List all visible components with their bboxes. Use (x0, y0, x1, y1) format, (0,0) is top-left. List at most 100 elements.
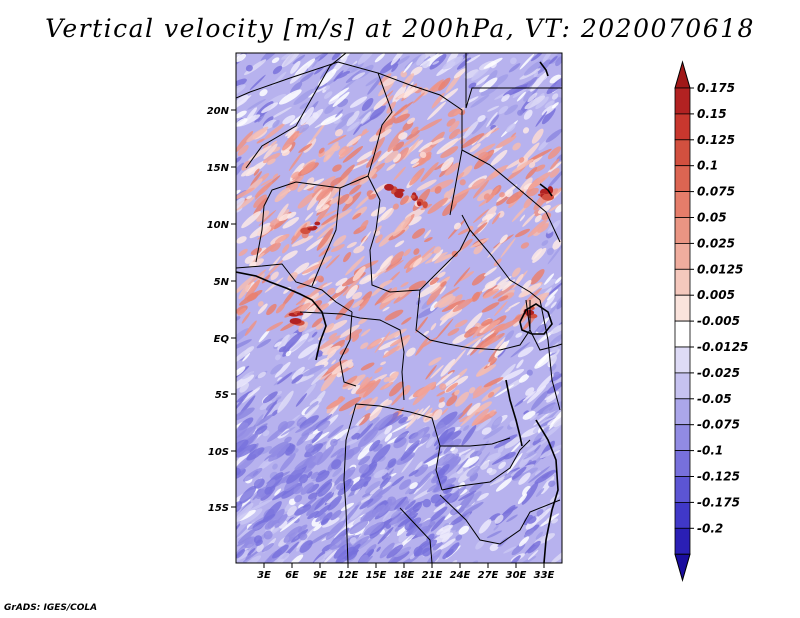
velocity-streak (534, 164, 546, 172)
velocity-streak (329, 286, 349, 301)
velocity-streak (256, 138, 265, 144)
velocity-streak (493, 434, 518, 449)
velocity-streak (441, 533, 451, 543)
velocity-streak (356, 158, 368, 166)
velocity-minimum (436, 453, 455, 466)
velocity-streak (282, 115, 296, 125)
velocity-streak (472, 208, 490, 224)
velocity-streak (236, 316, 241, 322)
velocity-streak (528, 172, 551, 190)
velocity-streak (313, 176, 336, 193)
velocity-minimum (363, 521, 385, 536)
velocity-streak (410, 158, 420, 164)
velocity-streak (523, 529, 535, 538)
velocity-streak (392, 215, 412, 237)
velocity-streak (384, 424, 393, 435)
velocity-streak (466, 402, 481, 416)
velocity-streak (310, 121, 327, 144)
velocity-streak (433, 293, 453, 308)
velocity-streak (523, 410, 529, 415)
velocity-minimum (436, 475, 448, 486)
velocity-streak (510, 342, 531, 358)
velocity-streak (516, 91, 526, 102)
velocity-minimum (372, 414, 394, 432)
velocity-streak (525, 387, 535, 396)
velocity-streak (298, 321, 308, 333)
velocity-streak (370, 183, 388, 196)
velocity-streak (311, 317, 323, 328)
velocity-streak (483, 452, 501, 463)
velocity-minimum (264, 486, 273, 495)
velocity-streak (356, 535, 376, 550)
velocity-streak (444, 162, 460, 176)
border-line (245, 53, 347, 169)
velocity-streak (497, 276, 512, 286)
velocity-streak (291, 374, 303, 384)
velocity-streak (553, 371, 560, 377)
velocity-streak (371, 284, 386, 297)
velocity-streak (461, 165, 473, 178)
velocity-streak (504, 307, 511, 313)
velocity-minimum (337, 480, 354, 496)
velocity-streak (482, 319, 501, 334)
velocity-minimum (385, 414, 404, 427)
velocity-streak (241, 211, 261, 229)
velocity-streak (352, 299, 364, 308)
velocity-streak (360, 342, 369, 350)
velocity-streak (236, 189, 241, 196)
velocity-streak (475, 74, 490, 86)
velocity-streak (246, 195, 253, 200)
velocity-streak (316, 188, 332, 201)
lat-label: EQ (214, 334, 230, 345)
colorbar-label: -0.05 (697, 392, 732, 406)
velocity-streak (451, 250, 458, 258)
velocity-streak (236, 275, 255, 294)
velocity-streak (352, 72, 366, 81)
velocity-streak (304, 326, 317, 334)
velocity-streak (272, 119, 280, 128)
velocity-streak (301, 262, 326, 275)
velocity-minimum (307, 510, 319, 520)
velocity-streak (471, 291, 481, 302)
velocity-streak (455, 391, 470, 407)
velocity-streak (479, 77, 498, 93)
colorbar-label: 0.175 (697, 81, 735, 95)
velocity-minimum (236, 549, 245, 559)
velocity-streak (537, 204, 551, 214)
velocity-streak (440, 281, 447, 287)
velocity-streak (446, 118, 456, 127)
velocity-streak (321, 213, 340, 226)
velocity-minimum (310, 471, 319, 480)
velocity-streak (236, 421, 244, 432)
velocity-minimum (336, 482, 345, 490)
velocity-streak (307, 337, 314, 342)
velocity-streak (549, 322, 562, 335)
velocity-streak (285, 126, 298, 137)
velocity-streak (459, 238, 473, 251)
velocity-streak (374, 331, 391, 353)
velocity-streak (493, 319, 519, 333)
velocity-streak (541, 240, 549, 246)
border-line (299, 311, 405, 401)
velocity-streak (548, 408, 562, 430)
velocity-streak (306, 471, 313, 479)
velocity-streak (510, 57, 517, 65)
velocity-streak (481, 302, 500, 313)
velocity-streak (236, 187, 255, 200)
velocity-streak (427, 197, 449, 214)
velocity-maximum (314, 221, 321, 226)
velocity-streak (518, 157, 525, 163)
velocity-streak (313, 66, 325, 75)
velocity-streak (456, 457, 469, 472)
velocity-minimum (316, 445, 335, 466)
colorbar-label: -0.0125 (697, 340, 748, 354)
velocity-minimum (414, 464, 429, 477)
velocity-streak (378, 231, 396, 247)
velocity-streak (330, 244, 345, 253)
velocity-streak (464, 312, 483, 332)
velocity-streak (290, 81, 303, 95)
border-line (465, 53, 562, 109)
velocity-streak (269, 106, 292, 120)
velocity-streak (519, 214, 526, 222)
velocity-streak (518, 536, 530, 547)
